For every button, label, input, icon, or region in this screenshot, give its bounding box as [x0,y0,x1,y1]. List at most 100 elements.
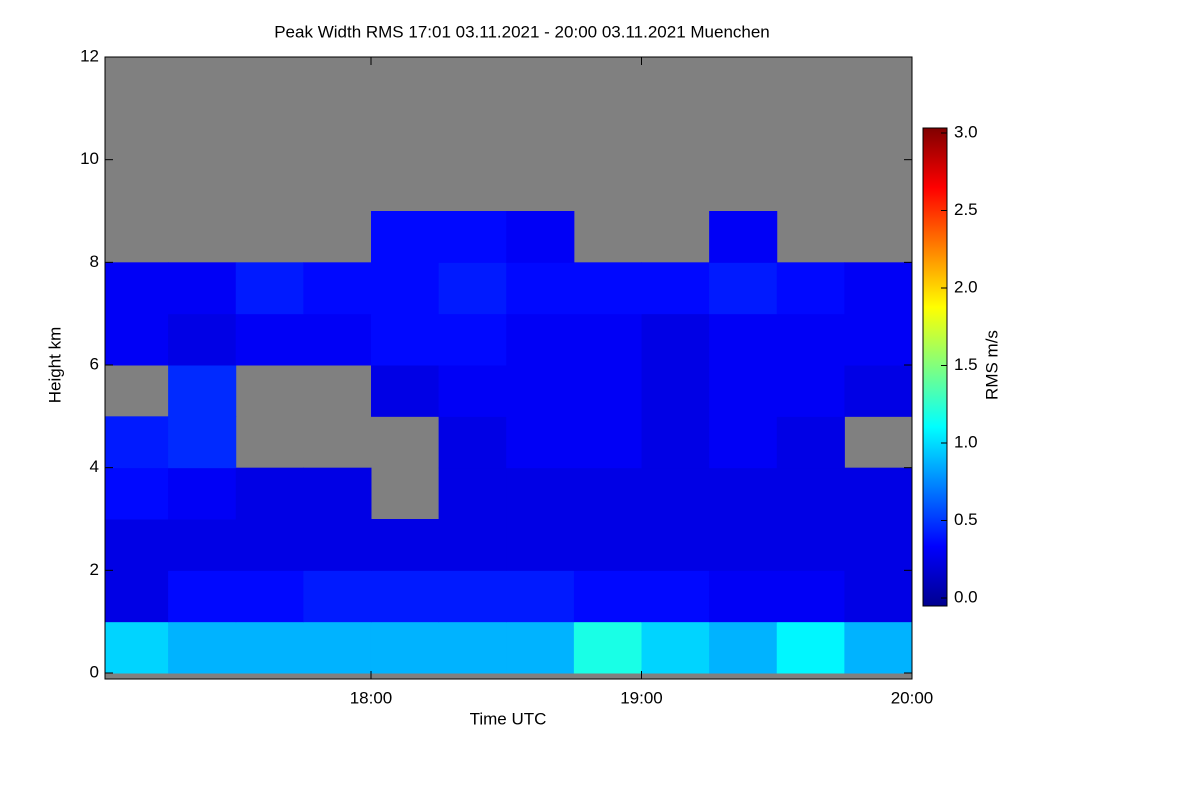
heatmap-cell [370,365,440,417]
heatmap-cell [506,621,575,674]
heatmap-cell [506,365,575,417]
heatmap-cell [105,621,169,674]
heatmap-cell [303,621,372,674]
heatmap-cell [844,519,913,571]
x-tick-label: 19:00 [620,688,663,707]
heatmap-cell [506,570,575,623]
plot-frame [104,56,913,680]
y-tick-label: 10 [80,149,99,168]
heatmap-cell [506,467,575,520]
heatmap-cell [776,570,845,623]
heatmap-cell [844,467,913,520]
colorbar-tick-label: 0.0 [954,587,978,606]
heatmap-cell [844,621,913,674]
heatmap-cell [709,467,778,520]
heatmap-cell [776,621,845,674]
heatmap-cell [641,262,710,315]
heatmap-cell [168,621,237,674]
heatmap-cell [573,519,642,571]
heatmap-cell [235,262,304,315]
heatmap-cell [573,621,642,674]
x-tick-label: 18:00 [350,688,393,707]
heatmap-cell [709,211,778,263]
heatmap-cell [506,211,575,263]
heatmap-cell [573,262,642,315]
heatmap-cell [776,262,845,315]
heatmap-cell [641,621,710,674]
colorbar-tick-label: 3.0 [954,122,978,141]
colorbar-tick-label: 1.0 [954,432,978,451]
heatmap-cell [844,313,913,366]
heatmap-cell [506,262,575,315]
heatmap-cell [105,519,169,571]
heatmap-cell [438,211,507,263]
chart-title: Peak Width RMS 17:01 03.11.2021 - 20:00 … [274,22,770,41]
heatmap-cell [235,621,304,674]
heatmap-cell [235,467,304,520]
heatmap-cell [168,313,237,366]
heatmap-cell [105,467,169,520]
heatmap-cell [573,467,642,520]
heatmap-cell [438,262,507,315]
heatmap-cell [438,570,507,623]
heatmap-cell [776,519,845,571]
heatmap-cell [370,211,440,263]
heatmap-cell [303,570,372,623]
x-tick-label: 20:00 [891,688,934,707]
y-tick-label: 0 [90,662,99,681]
heatmap-cell [168,570,237,623]
heatmap-cell [105,262,169,315]
heatmap-cell [370,570,440,623]
colorbar [922,127,948,607]
heatmap-cell [438,365,507,417]
heatmap-cell [105,570,169,623]
heatmap-cell [709,262,778,315]
heatmap-cell [573,416,642,469]
heatmap-cell [370,519,440,571]
heatmap-cell [709,313,778,366]
heatmap-cell [506,519,575,571]
heatmap-cell [641,313,710,366]
heatmap-cell [709,416,778,469]
heatmap-cell [168,365,237,417]
heatmap-cell [709,365,778,417]
heatmap-cell [641,467,710,520]
heatmap-cell [168,416,237,469]
heatmap-cell [235,313,304,366]
colorbar-label: RMS m/s [982,330,1001,400]
heatmap-cell [303,519,372,571]
colorbar-tick-label: 2.0 [954,277,978,296]
heatmap-cell [438,416,507,469]
heatmap-cell [709,621,778,674]
heatmap-cell [776,467,845,520]
y-tick-label: 4 [90,457,99,476]
y-tick-label: 2 [90,560,99,579]
y-tick-label: 8 [90,252,99,271]
heatmap-cell [844,262,913,315]
heatmap-cell [370,313,440,366]
heatmap-cell [105,416,169,469]
heatmap-cell [573,313,642,366]
heatmap-cell [844,365,913,417]
heatmap-cell [438,519,507,571]
heatmap-cell [641,416,710,469]
heatmap-cell [370,262,440,315]
heatmap-cell [168,519,237,571]
heatmap-cell [573,570,642,623]
heatmap-cell [776,313,845,366]
y-tick-label: 12 [80,46,99,65]
heatmap-cell [303,313,372,366]
heatmap-cell [235,519,304,571]
heatmap-cell [438,621,507,674]
colorbar-tick-label: 2.5 [954,200,978,219]
heatmap-cell [303,467,372,520]
heatmap [105,211,913,674]
heatmap-cell [776,416,845,469]
heatmap-cell [776,365,845,417]
heatmap-cell [168,262,237,315]
colorbar-tick-label: 0.5 [954,510,978,529]
heatmap-cell [641,570,710,623]
y-tick-label: 6 [90,354,99,373]
colorbar-tick-label: 1.5 [954,355,978,374]
